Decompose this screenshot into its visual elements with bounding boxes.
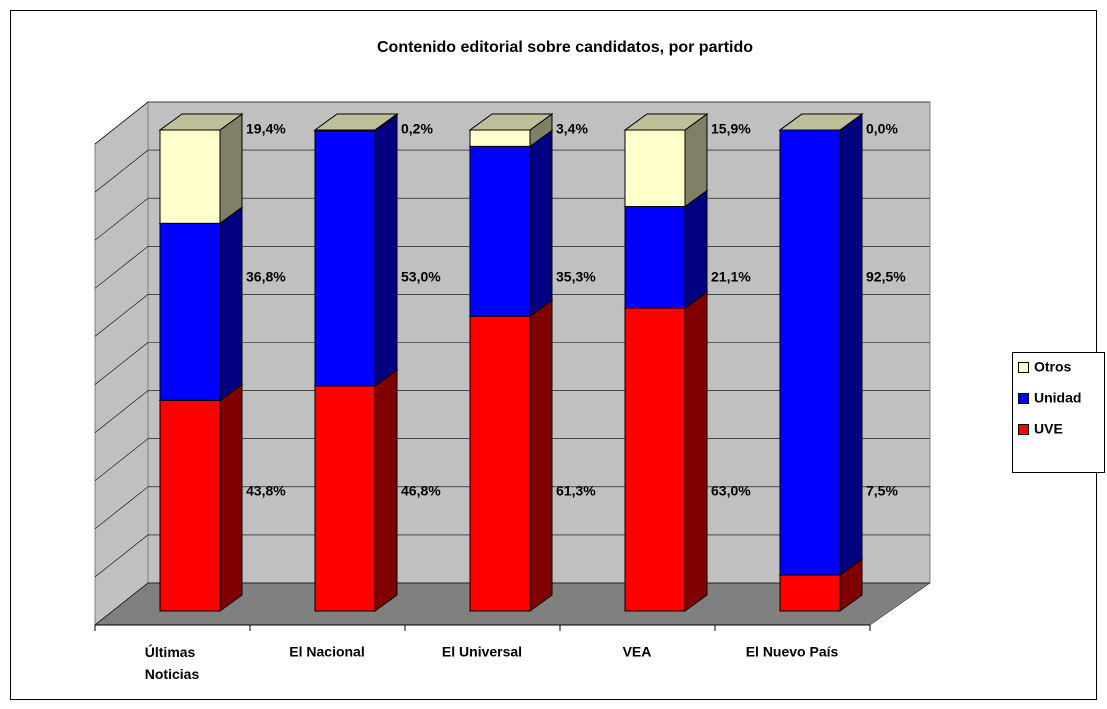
bar-segment — [158, 206, 244, 402]
grid-line — [94, 101, 149, 145]
bar-front — [624, 205, 686, 309]
bar-front — [624, 307, 686, 612]
grid-line — [94, 294, 149, 337]
grid-line — [94, 197, 149, 241]
value-label: 92,5% — [866, 269, 906, 285]
bar-side — [374, 368, 398, 612]
bar-segment — [158, 113, 244, 225]
bar-segment — [623, 113, 709, 208]
bar-segment — [313, 113, 399, 132]
bar-front — [314, 385, 376, 612]
value-label: 63,0% — [711, 483, 751, 499]
value-label: 21,1% — [711, 269, 751, 285]
bar-segment — [468, 113, 554, 148]
legend-swatch — [1018, 362, 1029, 373]
value-label: 46,8% — [401, 483, 441, 499]
value-label: 7,5% — [866, 483, 898, 499]
grid-line — [94, 390, 149, 433]
value-label: 53,0% — [401, 269, 441, 285]
chart-title: Contenido editorial sobre candidatos, po… — [377, 39, 753, 56]
grid-line — [94, 486, 149, 530]
value-label: 35,3% — [556, 269, 596, 285]
grid-line — [94, 438, 149, 481]
grid-line — [94, 246, 149, 289]
bar-top — [313, 113, 399, 131]
grid-line — [94, 149, 149, 193]
value-label: 3,4% — [556, 121, 588, 137]
bar-front — [159, 129, 221, 224]
bar-side — [374, 113, 398, 387]
bar-side — [529, 299, 553, 612]
x-tick-label: Últimas Noticias — [145, 643, 200, 682]
bar-segment — [313, 368, 399, 612]
bar-top — [468, 113, 554, 131]
value-label: 43,8% — [246, 483, 286, 499]
x-tick-label: VEA — [623, 644, 652, 660]
bar-segment — [468, 299, 554, 612]
bar-side — [839, 113, 863, 576]
bar-front — [469, 315, 531, 612]
value-label: 0,0% — [866, 121, 898, 137]
bar-side — [684, 290, 708, 612]
bar-segment — [313, 113, 399, 387]
bar-top — [623, 113, 709, 131]
bar-segment — [778, 113, 864, 131]
x-tick-label: El Nacional — [289, 644, 364, 660]
bar-segment — [158, 383, 244, 612]
bar-segment — [468, 129, 554, 318]
value-label: 61,3% — [556, 483, 596, 499]
bar-front — [159, 399, 221, 612]
bar-side — [529, 129, 553, 318]
bar-front — [779, 129, 841, 576]
bar-top — [158, 113, 244, 131]
grid-line — [94, 582, 149, 626]
x-tick-label: El Nuevo País — [746, 644, 839, 660]
bar-front — [624, 129, 686, 207]
bar-front — [779, 574, 841, 612]
value-label: 19,4% — [246, 121, 286, 137]
legend-label: UVE — [1034, 421, 1063, 437]
x-tick-label: El Universal — [442, 644, 522, 660]
bar-side — [219, 113, 243, 225]
legend-swatch — [1018, 393, 1029, 404]
bar-front — [314, 130, 376, 387]
bar-front — [469, 145, 531, 317]
bar-front — [469, 129, 531, 147]
bar-side — [219, 206, 243, 402]
bar-segment — [778, 113, 864, 576]
bar-top — [778, 113, 864, 131]
legend-swatch — [1018, 424, 1029, 435]
grid-line — [94, 342, 149, 385]
bar-front — [159, 222, 221, 401]
grid-line — [94, 534, 149, 578]
legend-label: Otros — [1034, 359, 1072, 375]
bar-segment — [623, 290, 709, 612]
value-label: 0,2% — [401, 121, 433, 137]
value-label: 36,8% — [246, 269, 286, 285]
legend-label: Unidad — [1034, 390, 1081, 406]
value-label: 15,9% — [711, 121, 751, 137]
bar-segment — [623, 189, 709, 309]
bar-side — [219, 383, 243, 612]
bar-side — [684, 189, 708, 309]
